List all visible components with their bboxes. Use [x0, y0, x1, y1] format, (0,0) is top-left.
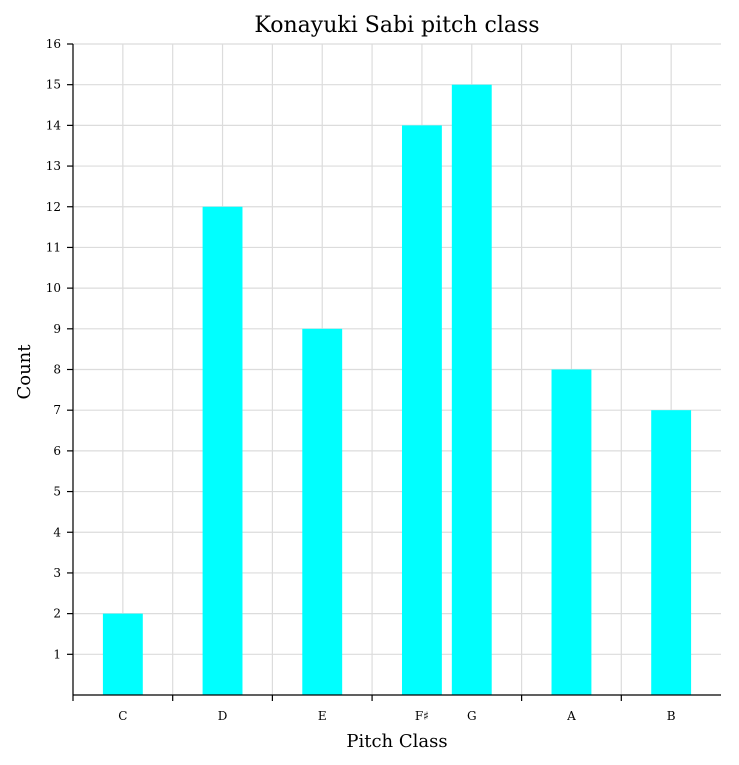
bar-1	[202, 206, 243, 695]
x-tick-label: C	[118, 709, 127, 723]
x-tick-label: G	[467, 709, 477, 723]
x-tick-label: A	[566, 709, 576, 723]
bars	[102, 84, 692, 695]
y-tick-label: 9	[53, 322, 61, 336]
y-tick-label: 14	[46, 118, 62, 132]
bar-4	[451, 84, 492, 695]
x-tick-label: E	[318, 709, 327, 723]
y-tick-label: 15	[46, 78, 61, 92]
y-tick-label: 5	[53, 485, 61, 499]
y-tick-label: 11	[46, 240, 61, 254]
x-tick-label: D	[218, 709, 228, 723]
y-tick-label: 16	[46, 37, 61, 51]
y-tick-label: 3	[53, 566, 61, 580]
x-tick-label: B	[667, 709, 676, 723]
y-tick-label: 12	[46, 200, 61, 214]
y-tick-label: 1	[53, 647, 61, 661]
bar-2	[302, 328, 343, 695]
y-axis-label: Count	[14, 344, 35, 400]
bar-3	[401, 125, 442, 695]
chart-title: Konayuki Sabi pitch class	[254, 13, 539, 38]
y-tick-label: 4	[53, 525, 61, 539]
y-tick-label: 7	[53, 403, 61, 417]
bar-5	[551, 369, 592, 695]
y-tick-label: 10	[46, 281, 61, 295]
y-tick-label: 6	[53, 444, 61, 458]
y-tick-label: 8	[53, 363, 61, 377]
x-axis-label: Pitch Class	[346, 731, 447, 752]
y-tick-label: 13	[46, 159, 61, 173]
x-tick-label: F♯	[415, 709, 429, 723]
bar-0	[102, 613, 143, 695]
grid-lines	[72, 43, 721, 695]
y-tick-label: 2	[53, 607, 61, 621]
bar-6	[651, 410, 692, 695]
